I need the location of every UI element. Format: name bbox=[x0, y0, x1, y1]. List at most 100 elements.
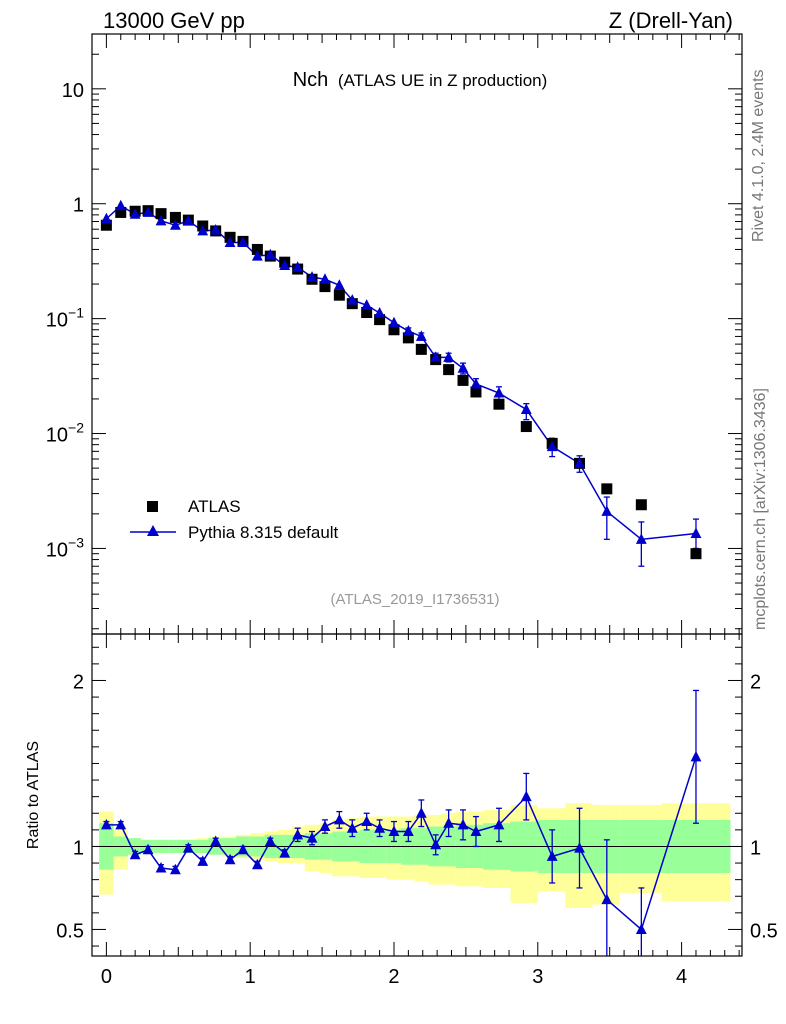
atlas-data-point bbox=[155, 208, 167, 220]
ratio-data-point bbox=[374, 822, 386, 833]
mc-data-point bbox=[100, 212, 112, 224]
atlas-data-point bbox=[635, 499, 647, 511]
atlas-data-point bbox=[169, 211, 181, 223]
legend-mc-label: Pythia 8.315 default bbox=[188, 523, 339, 542]
ratio-data-point bbox=[346, 822, 358, 833]
main-ytick-base: 10 bbox=[46, 310, 68, 332]
ratio-data-point bbox=[197, 855, 209, 866]
ratio-data-point bbox=[361, 815, 373, 827]
main-ytick-exp: −3 bbox=[68, 534, 84, 550]
main-ytick-label: 10 bbox=[62, 80, 84, 102]
ratio-xtick-label: 3 bbox=[532, 966, 543, 988]
ratio-data-point bbox=[520, 790, 532, 802]
analysis-tag: (ATLAS_2019_I1736531) bbox=[330, 591, 499, 608]
ratio-data-point bbox=[574, 842, 585, 853]
ratio-ytick-label-right: 2 bbox=[750, 671, 761, 693]
ratio-data-point bbox=[690, 750, 702, 762]
main-ytick-label: 1 bbox=[73, 195, 84, 217]
mc-data-point bbox=[493, 387, 505, 398]
mc-data-point bbox=[430, 351, 442, 362]
ratio-data-point bbox=[443, 817, 455, 828]
ratio-data-point bbox=[493, 818, 505, 830]
atlas-data-point bbox=[443, 364, 455, 376]
mc-data-point bbox=[388, 316, 400, 328]
ratio-data-point bbox=[115, 818, 127, 830]
ratio-xtick-label: 2 bbox=[388, 966, 399, 988]
mc-data-point bbox=[402, 325, 414, 336]
ratio-data-point bbox=[430, 838, 442, 850]
atlas-data-point bbox=[361, 307, 373, 319]
ratio-data-point bbox=[546, 850, 558, 861]
atlas-data-point bbox=[333, 289, 345, 301]
main-ytick-label: 10−2 bbox=[46, 420, 84, 447]
mc-data-point bbox=[170, 219, 181, 230]
atlas-data-point bbox=[457, 374, 469, 386]
mc-data-point bbox=[470, 377, 482, 389]
ratio-data-point bbox=[182, 842, 194, 853]
atlas-data-point bbox=[251, 243, 263, 255]
ratio-data-point bbox=[155, 862, 167, 873]
mc-data-point bbox=[546, 440, 558, 452]
atlas-data-point bbox=[388, 324, 400, 336]
ratio-data-point bbox=[237, 843, 249, 855]
ratio-data-point bbox=[224, 853, 236, 865]
mc-data-point bbox=[333, 279, 345, 290]
process-label: Z (Drell-Yan) bbox=[609, 8, 733, 33]
ratio-ytick-label: 1 bbox=[73, 837, 84, 859]
mc-data-point bbox=[237, 236, 249, 247]
mc-data-point bbox=[415, 330, 427, 341]
main-ytick-label: 10−3 bbox=[46, 534, 84, 561]
mc-data-point bbox=[210, 224, 222, 235]
ratio-data-point bbox=[142, 843, 154, 855]
ratio-ytick-label: 2 bbox=[73, 671, 84, 693]
mc-data-point bbox=[292, 261, 304, 272]
ratio-data-point bbox=[470, 825, 482, 837]
mc-data-point bbox=[129, 208, 141, 219]
mc-data-point bbox=[635, 533, 647, 544]
ratio-ytick-label-right: 1 bbox=[750, 837, 761, 859]
mc-data-point bbox=[574, 457, 585, 468]
ratio-data-point bbox=[292, 828, 304, 840]
ratio-xtick-label: 1 bbox=[245, 966, 256, 988]
atlas-data-point bbox=[402, 332, 414, 344]
mc-data-point bbox=[374, 306, 386, 318]
main-title-sub: (ATLAS UE in Z production) bbox=[338, 71, 547, 90]
mc-data-point bbox=[224, 236, 236, 247]
mc-data-point bbox=[279, 259, 291, 270]
legend-mc-marker bbox=[147, 525, 159, 536]
atlas-data-point bbox=[319, 281, 331, 293]
ratio-data-point bbox=[402, 825, 414, 837]
atlas-data-point bbox=[415, 343, 427, 355]
mc-data-point bbox=[346, 294, 358, 305]
mcplots-label: mcplots.cern.ch [arXiv:1306.3436] bbox=[752, 388, 769, 630]
main-ytick-label: 10−1 bbox=[46, 305, 84, 332]
mc-data-point bbox=[690, 527, 702, 538]
mc-data-point bbox=[142, 206, 154, 217]
atlas-data-point bbox=[493, 398, 505, 410]
mc-data-point bbox=[155, 214, 167, 226]
ratio-data-point bbox=[306, 832, 318, 843]
atlas-data-point bbox=[601, 483, 613, 495]
main-title-main: Nch bbox=[293, 69, 329, 91]
main-title: Nch (ATLAS UE in Z production) bbox=[293, 69, 548, 91]
rivet-label: Rivet 4.1.0, 2.4M events bbox=[750, 69, 767, 242]
atlas-data-point bbox=[470, 386, 482, 398]
main-ytick-base: 10 bbox=[46, 425, 68, 447]
ratio-data-point bbox=[388, 825, 400, 837]
ratio-data-point bbox=[601, 893, 613, 905]
mc-data-point bbox=[306, 271, 318, 282]
mc-data-point bbox=[251, 250, 263, 261]
legend: ATLAS Pythia 8.315 default bbox=[130, 497, 339, 542]
legend-data-marker bbox=[147, 501, 158, 512]
ratio-plot-frame bbox=[91, 633, 743, 957]
ratio-data-point bbox=[129, 848, 141, 860]
main-ytick-base: 10 bbox=[62, 80, 84, 102]
ratio-plot: 2 2 1 1 0.5 0.5 0 1 2 3 4 Ratio to ATLAS bbox=[25, 633, 778, 988]
main-ytick-exp: −1 bbox=[68, 305, 84, 321]
ratio-data-point bbox=[319, 820, 331, 832]
atlas-data-point bbox=[100, 219, 112, 231]
mc-data-point bbox=[319, 273, 331, 284]
ratio-data-point bbox=[100, 818, 112, 830]
mc-data-point bbox=[361, 299, 373, 310]
